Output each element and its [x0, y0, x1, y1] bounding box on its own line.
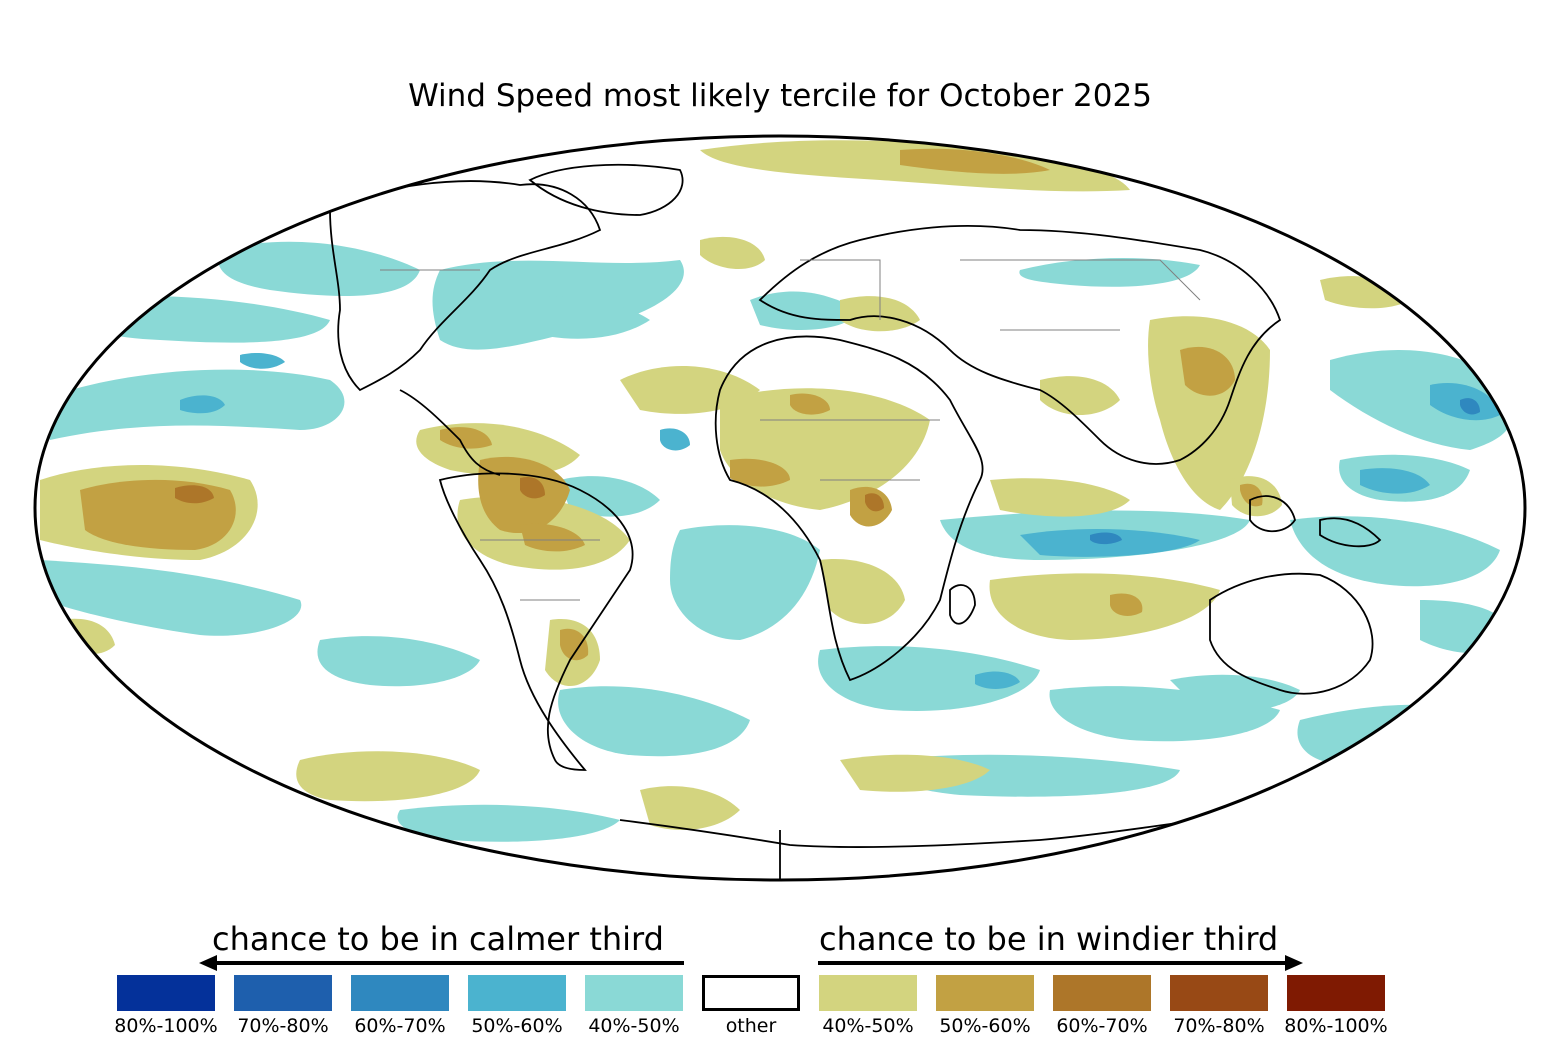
legend-swatch-windier: [1170, 975, 1268, 1011]
forecast-field: [35, 136, 1525, 880]
legend-label: 40%-50%: [588, 1015, 680, 1037]
calmer-heading: chance to be in calmer third: [212, 920, 664, 958]
legend-label: 70%-80%: [1173, 1015, 1265, 1037]
country-borders: [380, 259, 1201, 601]
windier-60-70-regions: [175, 476, 884, 512]
windier-40-50-regions: [40, 140, 1410, 830]
legend-label: 40%-50%: [822, 1015, 914, 1037]
legend-swatch-windier: [819, 975, 917, 1011]
legend-swatch-windier: [1287, 975, 1385, 1011]
legend-label: other: [725, 1015, 777, 1037]
legend-label: 70%-80%: [237, 1015, 329, 1037]
coastlines: [329, 163, 1382, 880]
legend-swatch-calmer: [351, 975, 449, 1011]
legend-label: 50%-60%: [471, 1015, 563, 1037]
legend-swatch-windier: [1053, 975, 1151, 1011]
windier-50-60-regions: [80, 148, 1263, 661]
legend-swatch-calmer: [234, 975, 332, 1011]
windier-arrow: [818, 955, 1303, 971]
legend-label: 50%-60%: [939, 1015, 1031, 1037]
calmer-arrow: [199, 955, 684, 971]
calmer-60-70-regions: [1090, 398, 1480, 545]
page-title: Wind Speed most likely tercile for Octob…: [408, 78, 1152, 114]
legend-label: 80%-100%: [1284, 1015, 1388, 1037]
legend-swatch-calmer: [585, 975, 683, 1011]
legend-label: 60%-70%: [1056, 1015, 1148, 1037]
legend-swatch-calmer: [468, 975, 566, 1011]
windier-heading: chance to be in windier third: [819, 920, 1279, 958]
legend-swatch-calmer: [117, 975, 215, 1011]
legend-label: 60%-70%: [354, 1015, 446, 1037]
legend-swatch-windier: [936, 975, 1034, 1011]
globe-outline: [33, 134, 1527, 882]
legend-swatch-other: [702, 975, 800, 1011]
legend-label: 80%-100%: [114, 1015, 218, 1037]
